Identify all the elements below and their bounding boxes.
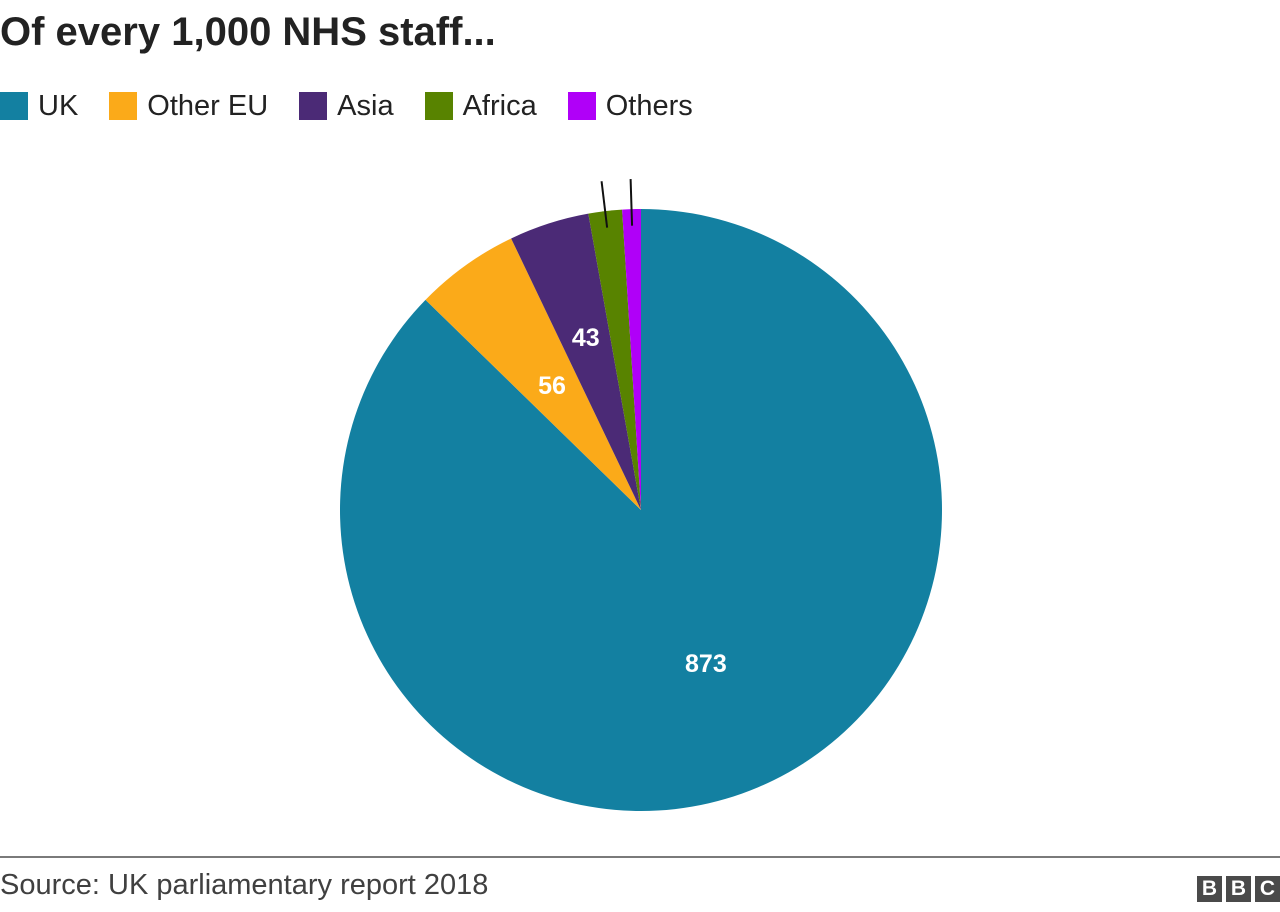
legend-swatch-africa — [424, 92, 453, 120]
footer-divider — [0, 856, 1280, 858]
legend-label-uk: UK — [38, 90, 79, 122]
legend-swatch-others — [567, 92, 596, 120]
legend-label-africa: Africa — [462, 90, 537, 122]
legend-swatch-other-eu — [109, 92, 138, 120]
chart-title: Of every 1,000 NHS staff... — [0, 10, 496, 54]
pie-slice-others — [622, 209, 641, 510]
leader-line-africa — [600, 181, 609, 228]
pie-slice-other-eu — [425, 238, 641, 510]
bbc-logo: B B C — [1193, 876, 1280, 902]
legend-swatch-asia — [299, 92, 328, 120]
legend-item-asia: Asia — [299, 88, 394, 124]
data-label-uk: 873 — [685, 650, 727, 678]
legend: UK Other EU Asia Africa Others — [0, 88, 724, 124]
pie-slice-africa — [588, 209, 641, 511]
legend-swatch-uk — [0, 92, 28, 120]
pie-slice-asia — [511, 213, 641, 511]
legend-item-africa: Africa — [424, 88, 537, 124]
data-label-other-eu: 56 — [538, 372, 566, 400]
pie-slice-uk — [339, 209, 942, 812]
bbc-logo-block-2: B — [1226, 876, 1251, 902]
data-label-asia: 43 — [572, 324, 600, 352]
legend-item-others: Others — [567, 88, 693, 124]
leader-line-others — [629, 179, 634, 226]
legend-item-uk: UK — [0, 88, 78, 124]
legend-label-others: Others — [605, 90, 693, 122]
legend-label-other-eu: Other EU — [147, 90, 269, 122]
legend-label-asia: Asia — [337, 90, 394, 122]
source-note: Source: UK parliamentary report 2018 — [0, 869, 489, 901]
legend-item-other-eu: Other EU — [109, 88, 268, 124]
bbc-logo-block-1: B — [1197, 876, 1222, 902]
bbc-logo-block-3: C — [1255, 876, 1280, 902]
